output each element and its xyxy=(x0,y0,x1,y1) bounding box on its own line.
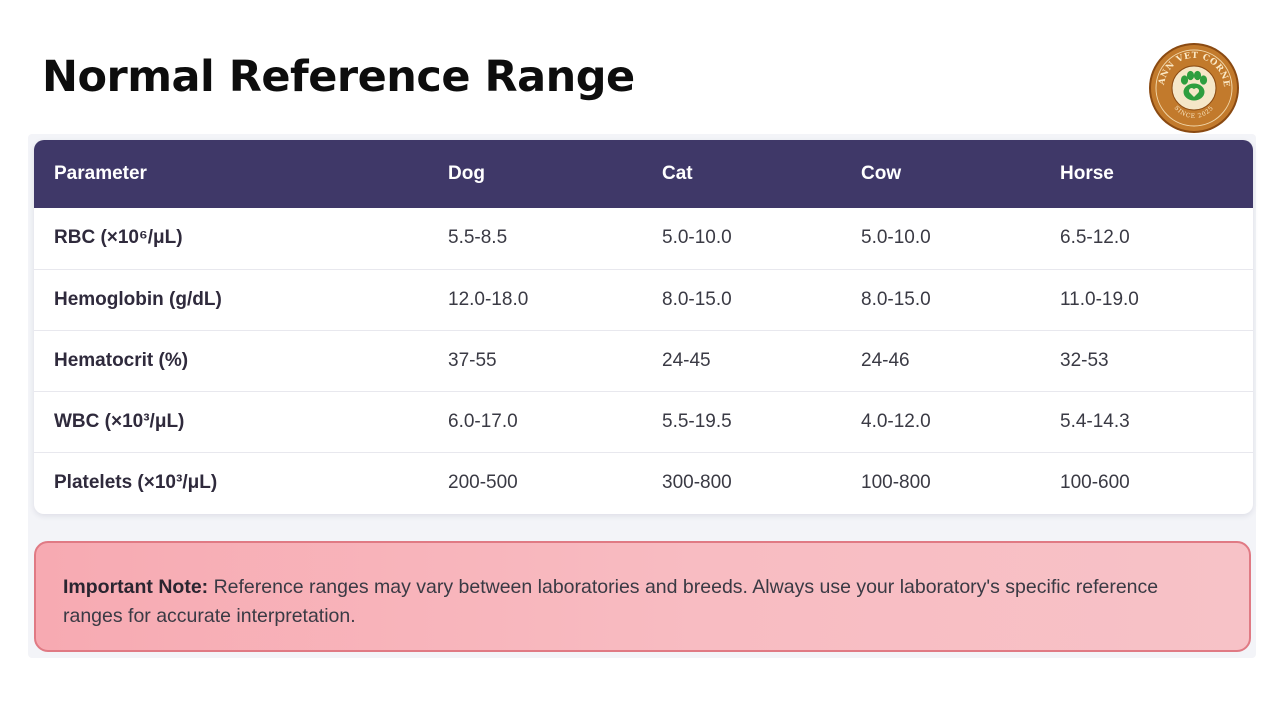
mann-vet-corner-logo: MANN VET CORNER SINCE 2025 xyxy=(1148,42,1239,133)
paw-heart-icon xyxy=(1180,70,1208,101)
cat-cell: 5.0-10.0 xyxy=(662,227,732,249)
dog-cell: 6.0-17.0 xyxy=(448,410,518,432)
cow-cell: 4.0-12.0 xyxy=(861,410,931,432)
cat-cell: 24-45 xyxy=(662,349,711,371)
page-title: Normal Reference Range xyxy=(42,52,635,102)
cat-cell: 300-800 xyxy=(662,471,732,493)
dog-cell: 5.5-8.5 xyxy=(448,227,508,249)
horse-cell: 5.4-14.3 xyxy=(1060,410,1130,432)
header-dog: Dog xyxy=(448,163,485,184)
cow-cell: 100-800 xyxy=(861,471,931,493)
table-row: Hematocrit (%) 37-55 24-45 24-46 32-53 xyxy=(34,330,1253,391)
cow-cell: 8.0-15.0 xyxy=(861,288,931,310)
table-header-row: Parameter Dog Cat Cow Horse xyxy=(34,140,1253,208)
horse-cell: 100-600 xyxy=(1060,471,1130,493)
header-cat: Cat xyxy=(662,163,693,184)
cat-cell: 5.5-19.5 xyxy=(662,410,732,432)
dog-cell: 12.0-18.0 xyxy=(448,288,529,310)
table-row: WBC (×10³/μL) 6.0-17.0 5.5-19.5 4.0-12.0… xyxy=(34,391,1253,452)
table-row: Platelets (×10³/μL) 200-500 300-800 100-… xyxy=(34,452,1253,513)
table-row: RBC (×10⁶/μL) 5.5-8.5 5.0-10.0 5.0-10.0 … xyxy=(34,208,1253,269)
header-cow: Cow xyxy=(861,163,902,184)
header-parameter: Parameter xyxy=(54,163,147,184)
parameter-cell: Hemoglobin (g/dL) xyxy=(54,288,222,310)
parameter-cell: Hematocrit (%) xyxy=(54,349,189,371)
header-horse: Horse xyxy=(1060,163,1114,184)
cow-cell: 5.0-10.0 xyxy=(861,227,931,249)
horse-cell: 11.0-19.0 xyxy=(1060,288,1139,310)
parameter-cell: Platelets (×10³/μL) xyxy=(54,471,218,493)
dog-cell: 37-55 xyxy=(448,349,497,371)
horse-cell: 32-53 xyxy=(1060,349,1109,371)
reference-range-table: Parameter Dog Cat Cow Horse RBC (×10⁶/μL… xyxy=(34,140,1253,514)
cow-cell: 24-46 xyxy=(861,349,910,371)
horse-cell: 6.5-12.0 xyxy=(1060,227,1130,249)
note-text: Reference ranges may vary between labora… xyxy=(63,576,1159,627)
note-label: Important Note: xyxy=(63,576,209,598)
cat-cell: 8.0-15.0 xyxy=(662,288,732,310)
dog-cell: 200-500 xyxy=(448,471,518,493)
table-row: Hemoglobin (g/dL) 12.0-18.0 8.0-15.0 8.0… xyxy=(34,269,1253,330)
parameter-cell: RBC (×10⁶/μL) xyxy=(54,227,183,249)
parameter-cell: WBC (×10³/μL) xyxy=(54,410,185,432)
important-note-box: Important Note: Reference ranges may var… xyxy=(34,541,1251,652)
